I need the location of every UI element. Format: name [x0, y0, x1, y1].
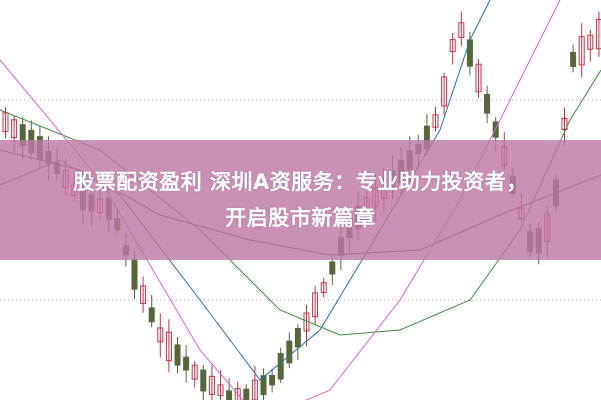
up-candle	[157, 327, 164, 343]
up-candle	[312, 292, 319, 318]
up-candle	[191, 364, 198, 380]
headline-line-1: 股票配资盈利 深圳A资服务：专业助力投资者，	[73, 170, 528, 194]
up-candle	[458, 22, 465, 38]
down-candle	[174, 344, 181, 366]
up-candle	[432, 114, 439, 128]
down-candle	[484, 93, 491, 114]
up-candle	[11, 119, 18, 139]
down-candle	[269, 375, 276, 386]
up-candle	[140, 285, 147, 305]
up-candle	[208, 375, 215, 395]
down-candle	[148, 307, 155, 323]
up-candle	[475, 63, 482, 93]
down-candle	[294, 327, 301, 348]
up-candle	[165, 331, 172, 362]
down-candle	[570, 51, 577, 67]
headline-banner: 股票配资盈利 深圳A资服务：专业助力投资者， 开启股市新篇章	[0, 140, 601, 260]
down-candle	[131, 259, 138, 290]
up-candle	[2, 112, 9, 133]
headline-line-2: 开启股市新篇章	[225, 206, 376, 230]
down-candle	[200, 369, 207, 392]
down-candle	[277, 353, 284, 380]
down-candle	[466, 39, 473, 67]
up-candle	[320, 282, 327, 293]
up-candle	[217, 384, 224, 397]
up-candle	[441, 76, 448, 107]
down-candle	[329, 261, 336, 275]
down-candle	[226, 390, 233, 400]
up-candle	[449, 39, 456, 53]
up-candle	[595, 19, 601, 50]
up-candle	[587, 34, 594, 50]
down-candle	[183, 356, 190, 371]
up-candle	[561, 118, 568, 130]
down-candle	[260, 375, 267, 396]
down-candle	[286, 340, 293, 364]
down-candle	[243, 388, 250, 400]
up-candle	[578, 36, 585, 66]
